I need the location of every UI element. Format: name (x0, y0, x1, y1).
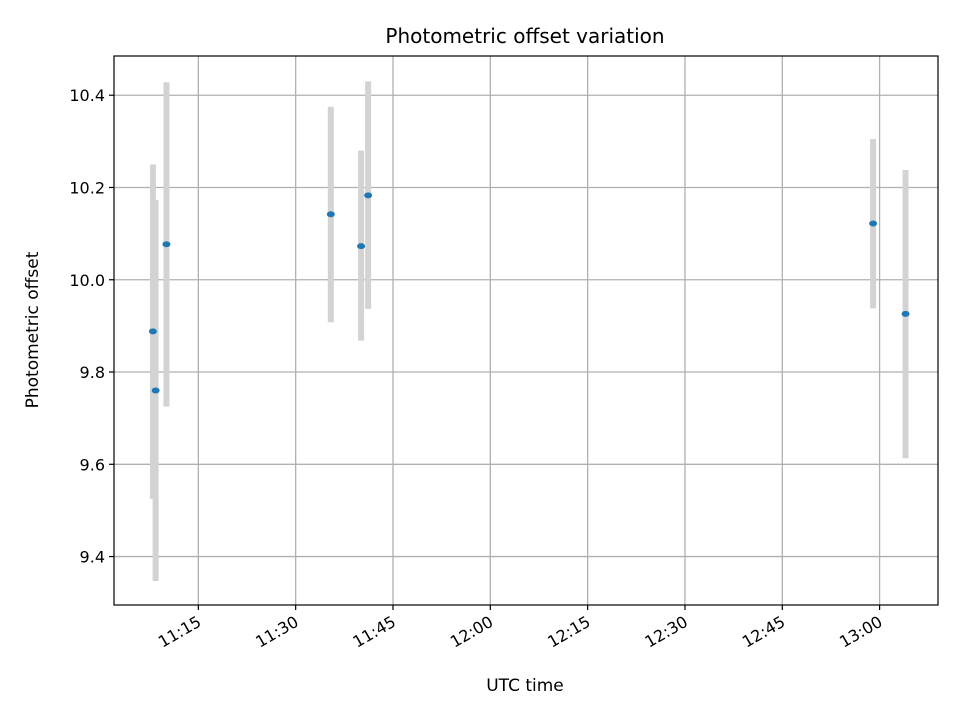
plot-area (114, 56, 938, 605)
data-point (326, 211, 335, 218)
data-point (151, 387, 160, 394)
plot-frame (113, 55, 939, 606)
x-axis-label: UTC time (486, 676, 564, 696)
data-point (901, 310, 910, 317)
y-tick-label: 9.6 (80, 455, 105, 474)
y-tick-label: 9.4 (80, 548, 105, 567)
data-points (148, 192, 910, 394)
chart-title: Photometric offset variation (385, 24, 664, 48)
y-tick-label: 10.2 (69, 178, 105, 197)
data-point (364, 192, 373, 199)
y-tick-label: 10.4 (69, 86, 105, 105)
y-axis-label: Photometric offset (23, 251, 43, 408)
data-point (357, 243, 366, 250)
y-tick-label: 10.0 (69, 271, 105, 290)
data-point (148, 328, 157, 335)
grid (114, 56, 938, 605)
data-point (869, 220, 878, 227)
data-point (162, 241, 171, 248)
y-tick-label: 9.8 (80, 363, 105, 382)
y-axis-ticks: 9.4 9.6 9.8 10.0 10.2 10.4 (69, 86, 114, 567)
